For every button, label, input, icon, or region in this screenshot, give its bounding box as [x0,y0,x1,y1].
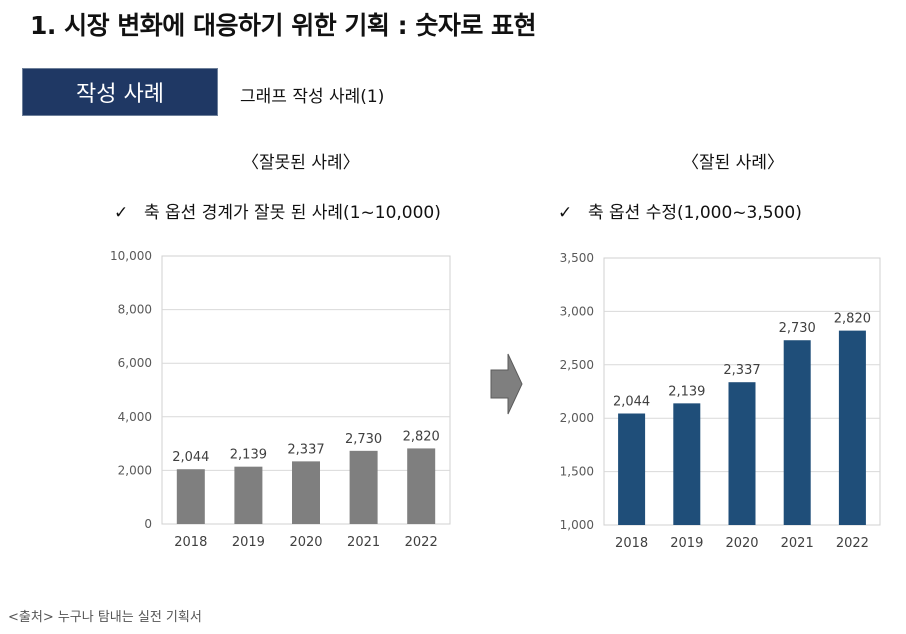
bad-case-note-text: 축 옵션 경계가 잘못 된 사례(1~10,000) [144,203,441,223]
y-tick-label: 10,000 [110,249,152,263]
y-tick-label: 1,000 [560,518,594,532]
y-tick-label: 2,000 [118,463,152,477]
good-case-note: ✓ 축 옵션 수정(1,000~3,500) [558,198,802,223]
bar [673,403,701,525]
bar [292,461,320,524]
page-subtitle: 그래프 작성 사례(1) [240,87,385,107]
y-tick-label: 2,000 [560,411,594,425]
bar [176,469,205,524]
y-tick-label: 1,500 [560,465,594,479]
good-bar-chart: 1,000 1,500 2,000 2,500 3,000 3,500 2,044 2018 2… [560,251,881,551]
x-tick-label: 2018 [174,535,207,550]
x-tick-label: 2020 [289,535,322,550]
data-label: 2,730 [345,432,382,447]
x-tick-label: 2020 [725,536,758,551]
bad-case-note: ✓ 축 옵션 경계가 잘못 된 사례(1~10,000) [114,198,441,223]
bad-case-heading: 〈잘못된 사례〉 [242,153,360,173]
case-badge: 작성 사례 [22,68,218,116]
y-tick-label: 3,500 [560,251,594,265]
y-tick-label: 4,000 [118,410,152,424]
case-badge-label: 작성 사례 [76,82,164,107]
x-tick-label: 2022 [405,535,438,550]
y-tick-label: 2,500 [560,358,594,372]
bar [838,330,866,525]
bar [728,382,756,525]
data-label: 2,337 [723,363,760,378]
right-arrow-icon [490,353,523,415]
bar [407,448,436,524]
page-title: 1. 시장 변화에 대응하기 위한 기획 : 숫자로 표현 [30,11,537,40]
data-label: 2,044 [613,395,650,410]
y-tick-label: 6,000 [118,356,152,370]
x-tick-label: 2019 [232,535,265,550]
bar [618,413,646,525]
y-tick-label: 0 [144,517,152,531]
data-label: 2,044 [172,450,209,465]
data-label: 2,730 [779,321,816,336]
bar [234,466,263,524]
check-icon: ✓ [558,203,573,223]
x-tick-label: 2021 [347,535,380,550]
data-label: 2,337 [287,442,324,457]
good-case-heading: 〈잘된 사례〉 [682,153,784,173]
data-label: 2,820 [403,429,440,444]
x-tick-label: 2019 [670,536,703,551]
x-tick-label: 2018 [615,536,648,551]
y-tick-label: 3,000 [560,304,594,318]
bad-bar-chart: 0 2,000 4,000 6,000 8,000 10,000 2,044 2018 2,13… [110,249,451,550]
data-label: 2,139 [668,384,705,399]
x-tick-label: 2022 [836,536,869,551]
data-label: 2,820 [834,312,871,327]
data-label: 2,139 [230,448,267,463]
y-tick-label: 8,000 [118,303,152,317]
bar [783,340,811,525]
good-case-note-text: 축 옵션 수정(1,000~3,500) [588,203,802,223]
bar [349,450,378,524]
source-note: <출처> 누구나 탐내는 실전 기획서 [8,610,202,625]
check-icon: ✓ [114,203,129,223]
x-tick-label: 2021 [781,536,814,551]
